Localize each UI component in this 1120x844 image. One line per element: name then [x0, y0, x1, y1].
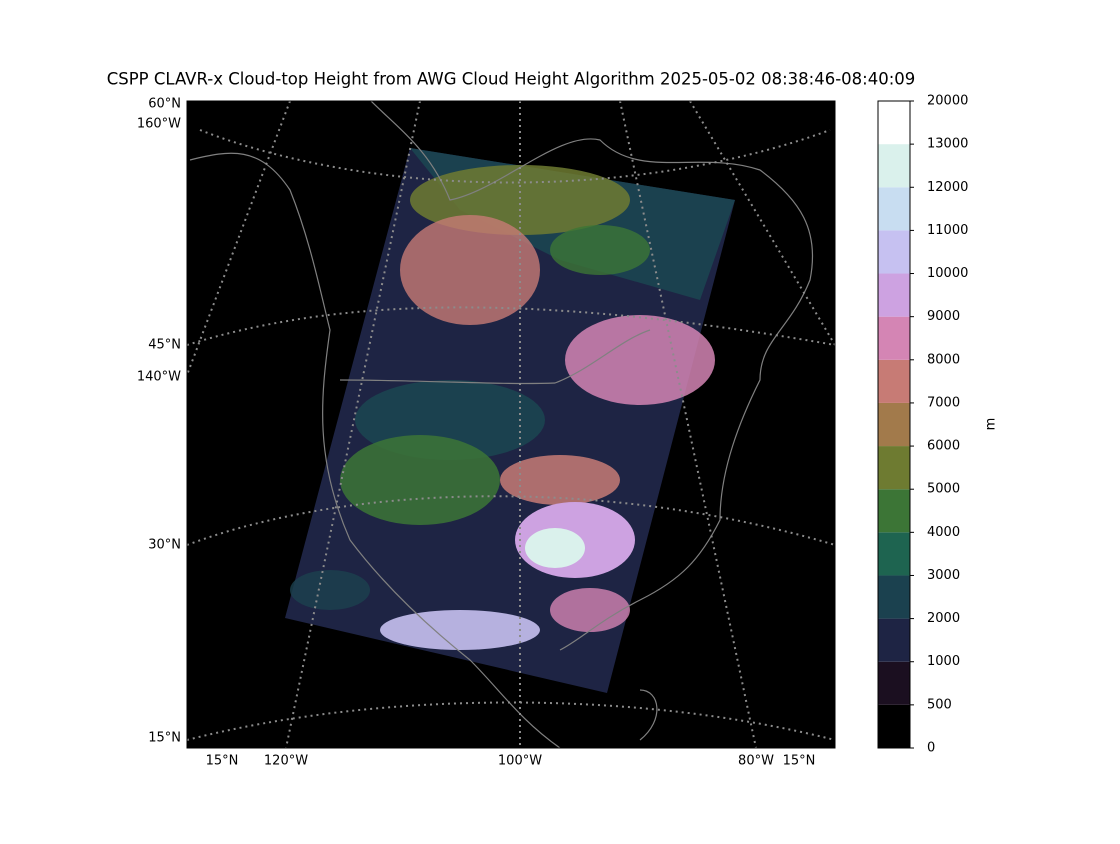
colorbar: 0 500 1000 2000 3000 4000 5000 6000 7000 8000 9000…: [877, 94, 999, 756]
colorbar-tick-label: 11000: [927, 223, 968, 238]
colorbar-frame: [877, 100, 911, 749]
map-edge-label: 60°N: [148, 97, 181, 112]
colorbar-segment: [878, 489, 910, 533]
colorbar-segment: [878, 661, 910, 705]
map-edge-label: 15°N: [148, 731, 181, 746]
colorbar-segment: [878, 359, 910, 403]
map-edge-label: 100°W: [498, 754, 542, 769]
colorbar-segment: [878, 187, 910, 231]
colorbar-tick-label: 8000: [927, 352, 960, 367]
colorbar-tick-label: 12000: [927, 180, 968, 195]
map-title: CSPP CLAVR-x Cloud-top Height from AWG C…: [107, 70, 916, 89]
colorbar-segment: [878, 618, 910, 662]
colorbar-segment: [878, 704, 910, 748]
colorbar-tick-label: 4000: [927, 525, 960, 540]
colorbar-segment: [878, 532, 910, 576]
map-layers: [187, 101, 835, 748]
colorbar-segment: [878, 316, 910, 360]
colorbar-tick-label: 20000: [927, 94, 968, 109]
colorbar-segment: [878, 101, 910, 145]
colorbar-tick-label: 2000: [927, 611, 960, 626]
colorbar-segment: [878, 575, 910, 619]
colorbar-tick-label: 1000: [927, 654, 960, 669]
colorbar-tick-label: 3000: [927, 568, 960, 583]
map-edge-label: 160°W: [137, 117, 181, 132]
colorbar-tick-label: 0: [927, 741, 935, 756]
colorbar-label: m: [984, 418, 999, 431]
cloud-fields: [290, 148, 735, 650]
colorbar-segment: [878, 446, 910, 490]
colorbar-segment: [878, 402, 910, 447]
colorbar-tick-label: 9000: [927, 309, 960, 324]
map-edge-label: 15°N: [206, 754, 239, 769]
map: [186, 100, 836, 749]
map-frame: [186, 100, 836, 749]
map-edge-label: 120°W: [264, 754, 308, 769]
map-edge-label: 30°N: [148, 538, 181, 553]
map-edge-label: 15°N: [783, 754, 816, 769]
colorbar-tick-label: 10000: [927, 266, 968, 281]
colorbar-segment: [878, 230, 910, 274]
colorbar-tick-label: 6000: [927, 439, 960, 454]
map-edge-label: 140°W: [137, 370, 181, 385]
map-edge-label: 45°N: [148, 338, 181, 353]
colorbar-tick-label: 500: [927, 697, 952, 712]
colorbar-segment: [878, 273, 910, 317]
colorbar-tick-label: 13000: [927, 137, 968, 152]
map-edge-label: 80°W: [738, 754, 774, 769]
colorbar-tick-label: 7000: [927, 395, 960, 410]
colorbar-tick-label: 5000: [927, 482, 960, 497]
colorbar-segment: [878, 144, 910, 188]
graticule: [187, 101, 835, 748]
